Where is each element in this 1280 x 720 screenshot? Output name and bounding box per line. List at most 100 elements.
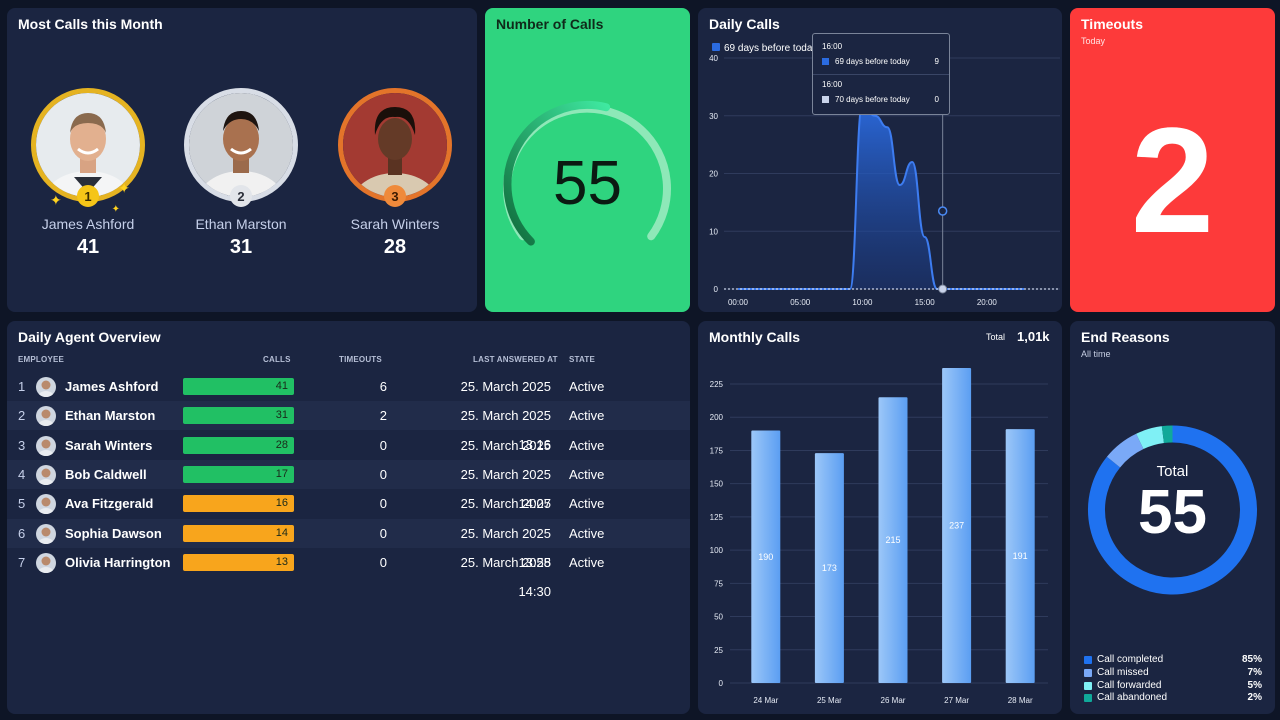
calls-bar: 17 — [183, 465, 294, 483]
column-header-employee[interactable]: EMPLOYEE — [18, 355, 65, 364]
bar[interactable] — [878, 397, 908, 683]
tooltip-divider — [813, 74, 949, 75]
timeouts-value: 0 — [379, 554, 387, 570]
state-value: Active — [569, 437, 605, 453]
timeouts-value: 2 — [1130, 96, 1215, 264]
y-tick-label: 0 — [719, 679, 724, 688]
sparkle-icon: ✦ — [50, 192, 62, 208]
donut-center-label: Total — [1156, 463, 1189, 480]
podium-person[interactable]: 2 Ethan Marston 31 — [166, 88, 316, 259]
tooltip-label: 70 days before today — [835, 95, 910, 104]
calls-value: 28 — [275, 438, 288, 451]
end-reasons-donut[interactable] — [1070, 321, 1275, 714]
daily-calls-legend[interactable]: 69 days before today — [712, 43, 817, 54]
timeouts-title: Timeouts — [1081, 16, 1143, 32]
daily-calls-card: Daily Calls 69 days before today 0 10 20 30… — [698, 8, 1062, 312]
rank-badge: 3 — [384, 185, 406, 207]
avatar — [36, 435, 56, 456]
y-tick-label: 200 — [710, 413, 724, 422]
rank-badge: 2 — [230, 185, 252, 207]
bar[interactable] — [942, 368, 972, 683]
row-index: 7 — [18, 554, 26, 570]
podium-person[interactable]: 3 Sarah Winters 28 — [320, 88, 470, 259]
table-row[interactable]: 6 Sophia Dawson 14 0 25. March 2025 13:58 Act… — [7, 518, 690, 570]
avatar — [36, 464, 56, 485]
daily-calls-chart[interactable]: 0 10 20 30 40 00:00 05:00 10:00 15:00 20:00 — [698, 8, 1062, 312]
sparkle-icon: ✦ — [111, 204, 120, 215]
monthly-calls-chart[interactable]: 0 25 50 75 100 125 150 175 200 225 190 24 Mar 173 25 … — [698, 321, 1062, 714]
tooltip-label: 69 days before today — [835, 57, 910, 66]
y-tick-label: 75 — [714, 579, 723, 588]
timeouts-value: 0 — [379, 525, 387, 541]
monthly-calls-card: Monthly Calls Total 1,01k 0 25 50 75 100 125 1… — [698, 321, 1062, 714]
person-call-count: 41 — [76, 236, 100, 258]
bar-value-label: 191 — [1013, 551, 1028, 561]
avatar — [36, 377, 56, 397]
y-tick-label: 20 — [709, 170, 718, 179]
donut-slice[interactable] — [1136, 426, 1165, 450]
legend-item[interactable]: Call abandoned 2% — [1084, 692, 1262, 704]
row-index: 4 — [18, 466, 26, 482]
y-tick-label: 175 — [710, 446, 724, 455]
row-index: 2 — [18, 408, 26, 424]
calls-value: 31 — [275, 409, 288, 422]
y-tick-label: 225 — [710, 380, 724, 389]
legend-swatch — [712, 43, 720, 51]
tooltip-value: 9 — [934, 57, 939, 66]
y-tick-label: 0 — [714, 285, 719, 294]
calls-bar: 28 — [183, 436, 294, 454]
avatar: 3 — [338, 88, 452, 207]
column-header-timeouts[interactable]: TIMEOUTS — [339, 355, 382, 364]
monthly-total-value: 1,01k — [1017, 329, 1050, 344]
timeouts-card: Timeouts Today 2 — [1070, 8, 1275, 312]
state-value: Active — [569, 408, 605, 424]
x-tick-label: 10:00 — [852, 298, 873, 307]
x-tick-label: 26 Mar — [881, 696, 906, 705]
legend-percent: 5% — [1247, 679, 1262, 691]
legend-swatch — [1084, 694, 1092, 703]
legend-item[interactable]: Call completed 85% — [1084, 654, 1262, 666]
monthly-total-label: Total — [986, 332, 1006, 342]
avatar: 2 — [184, 88, 298, 207]
row-index: 5 — [18, 496, 26, 512]
state-value: Active — [569, 466, 605, 482]
column-header-last-answered[interactable]: LAST ANSWERED AT — [473, 355, 558, 364]
legend-label: Call missed — [1097, 666, 1149, 678]
table-row[interactable]: 4 Bob Caldwell 17 0 25. March 2025 14:07 Acti… — [7, 459, 690, 511]
x-tick-label: 24 Mar — [753, 696, 778, 705]
donut-slice[interactable] — [1088, 425, 1257, 595]
bar[interactable] — [1005, 429, 1035, 683]
person-photo-icon — [343, 93, 447, 197]
x-tick-label: 27 Mar — [944, 696, 969, 705]
column-header-state[interactable]: STATE — [569, 355, 596, 364]
legend-item[interactable]: Call missed 7% — [1084, 667, 1262, 679]
tooltip-swatch — [822, 96, 829, 103]
legend-item[interactable]: Call forwarded 5% — [1084, 680, 1262, 692]
last-answered-value: 25. March 2025 13:16 — [460, 408, 551, 453]
column-header-calls[interactable]: CALLS — [263, 355, 291, 364]
bar[interactable] — [751, 430, 781, 683]
donut-slice[interactable] — [1161, 425, 1173, 444]
daily-calls-title: Daily Calls — [709, 16, 780, 32]
tooltip-swatch — [822, 58, 829, 65]
bar[interactable] — [814, 453, 844, 683]
monthly-calls-title: Monthly Calls — [709, 329, 801, 345]
end-reasons-card: End Reasons All time Total 55 Call compl… — [1070, 321, 1275, 714]
person-photo-icon — [189, 93, 293, 197]
bar-value-label: 190 — [758, 552, 773, 562]
table-row[interactable]: 7 Olivia Harrington 13 0 25. March 2025 14:3… — [7, 548, 690, 599]
tooltip-time: 16:00 — [822, 42, 843, 51]
donut-center-value: 55 — [1138, 478, 1207, 547]
calls-value: 13 — [275, 555, 288, 568]
donut-slice[interactable] — [1106, 433, 1144, 468]
hover-point — [937, 206, 948, 216]
tooltip-time: 16:00 — [822, 80, 843, 89]
podium-person[interactable]: 1 ✦ ✦ ✦ James Ashford 41 — [13, 88, 163, 259]
person-call-count: 28 — [383, 236, 407, 258]
table-row[interactable]: 2 Ethan Marston 31 2 25. March 2025 13:16 Act… — [7, 401, 690, 452]
y-tick-label: 25 — [714, 646, 723, 655]
last-answered-value: 25. March 2025 13:58 — [460, 525, 551, 570]
